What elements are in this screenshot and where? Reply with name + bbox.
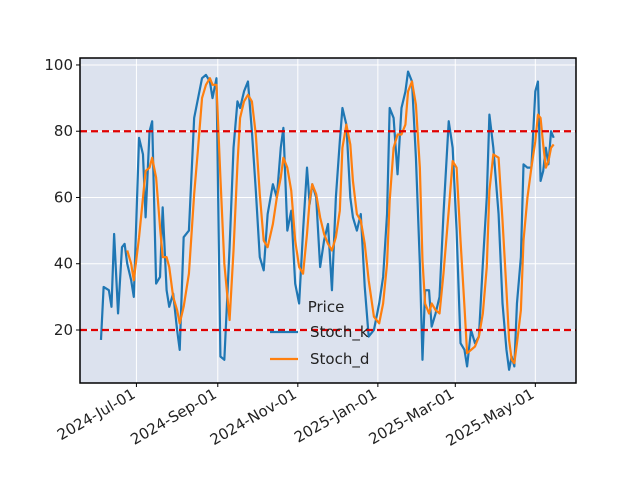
x-tick-label: 2024-Jul-01 [54,385,138,444]
y-tick-label: 40 [54,255,73,273]
x-tick-label: 2025-May-01 [443,385,538,450]
y-tick-label: 80 [54,122,73,140]
x-tick-label: 2025-Mar-01 [366,385,458,448]
x-tick-label: 2024-Sep-01 [127,385,219,449]
legend-title: Price [308,298,345,316]
series-line [126,77,555,365]
axes-frame [79,57,577,384]
y-tick-label: 60 [54,188,73,206]
x-tick-label: 2025-Jan-01 [291,385,380,447]
series-line [99,70,555,371]
y-tick-label: 100 [44,56,73,74]
y-tick-label: 20 [54,321,73,339]
legend-label: Stoch_k [310,323,369,342]
x-tick-label: 2024-Nov-01 [207,385,300,449]
legend-label: Stoch_d [310,350,369,369]
